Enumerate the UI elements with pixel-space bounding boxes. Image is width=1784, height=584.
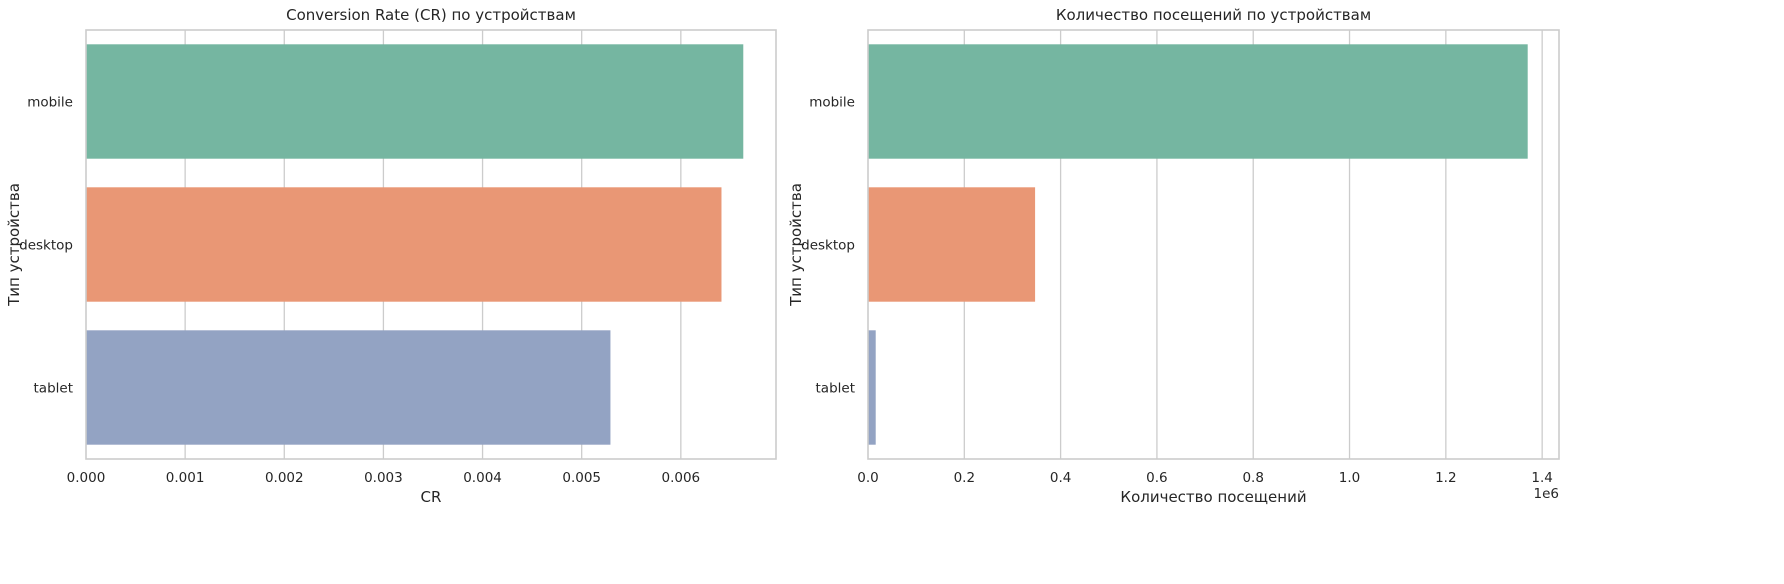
- bar-tablet: [86, 330, 611, 445]
- xtick-label: 0.004: [463, 470, 502, 486]
- x-axis-label: CR: [421, 488, 442, 506]
- bar-mobile: [86, 44, 744, 159]
- bar-desktop: [868, 187, 1036, 302]
- xtick-label: 0.6: [1146, 470, 1167, 486]
- xtick-label: 0.000: [67, 470, 106, 486]
- ytick-label-tablet: tablet: [816, 381, 856, 397]
- xtick-label: 0.006: [661, 470, 700, 486]
- xtick-label: 0.2: [954, 470, 975, 486]
- plot-frame: [85, 29, 777, 460]
- y-axis-label: Тип устройства: [787, 183, 805, 307]
- bar-desktop: [86, 187, 722, 302]
- x-axis-label: Количество посещений: [1120, 488, 1306, 506]
- xtick-label: 0.4: [1050, 470, 1071, 486]
- ytick-label-desktop: desktop: [801, 238, 855, 254]
- xtick-label: 1.0: [1339, 470, 1360, 486]
- ytick-label-mobile: mobile: [809, 95, 855, 111]
- xtick-label: 0.005: [562, 470, 601, 486]
- ytick-label-tablet: tablet: [34, 381, 74, 397]
- chart-conversion-rate: mobile desktop tablet 0.000 0.001 0.002 0.003 0…: [5, 6, 777, 506]
- bar-mobile: [868, 44, 1528, 159]
- bar-tablet: [868, 330, 876, 445]
- axis-offset-label: 1e6: [1534, 486, 1559, 502]
- xtick-label: 0.8: [1242, 470, 1263, 486]
- xtick-label: 0.001: [166, 470, 205, 486]
- chart-title: Conversion Rate (CR) по устройствам: [286, 6, 576, 24]
- xtick-label: 0.0: [857, 470, 878, 486]
- y-axis-label: Тип устройства: [5, 183, 23, 307]
- chart-title: Количество посещений по устройствам: [1056, 6, 1371, 24]
- ytick-label-desktop: desktop: [19, 238, 73, 254]
- ytick-label-mobile: mobile: [27, 95, 73, 111]
- plot-frame: [867, 29, 1560, 460]
- xtick-label: 0.002: [265, 470, 304, 486]
- xtick-label: 1.2: [1435, 470, 1456, 486]
- xtick-label: 1.4: [1531, 470, 1552, 486]
- chart-visits: mobile desktop tablet 0.0 0.2 0.4 0.6 0.8 1.0 1.2…: [787, 6, 1560, 506]
- xtick-label: 0.003: [364, 470, 403, 486]
